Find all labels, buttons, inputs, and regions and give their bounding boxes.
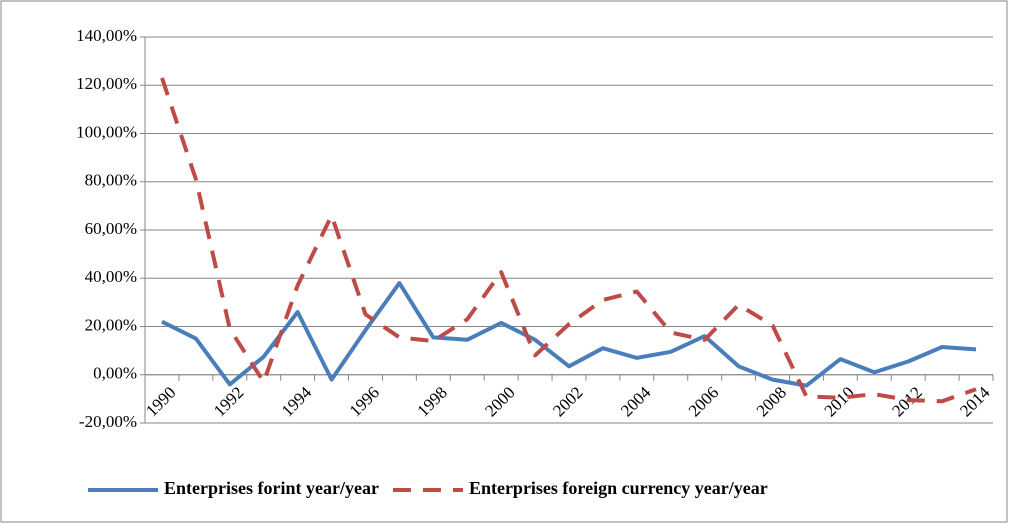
series-line <box>160 77 977 404</box>
y-tick-label: 80,00% <box>85 171 137 190</box>
legend-label: Enterprises foreign currency year/year <box>469 478 768 498</box>
series-line <box>161 281 977 388</box>
legend-label: Enterprises forint year/year <box>164 478 379 498</box>
y-tick-label: 100,00% <box>76 122 137 141</box>
y-tick-label: 140,00% <box>76 26 137 45</box>
y-tick-label: 20,00% <box>85 315 137 334</box>
y-tick-label: 40,00% <box>85 267 137 286</box>
y-tick-label: 60,00% <box>85 219 137 238</box>
y-tick-label: 0,00% <box>93 364 137 383</box>
y-tick-label: -20,00% <box>79 412 137 431</box>
y-tick-label: 120,00% <box>76 74 137 93</box>
